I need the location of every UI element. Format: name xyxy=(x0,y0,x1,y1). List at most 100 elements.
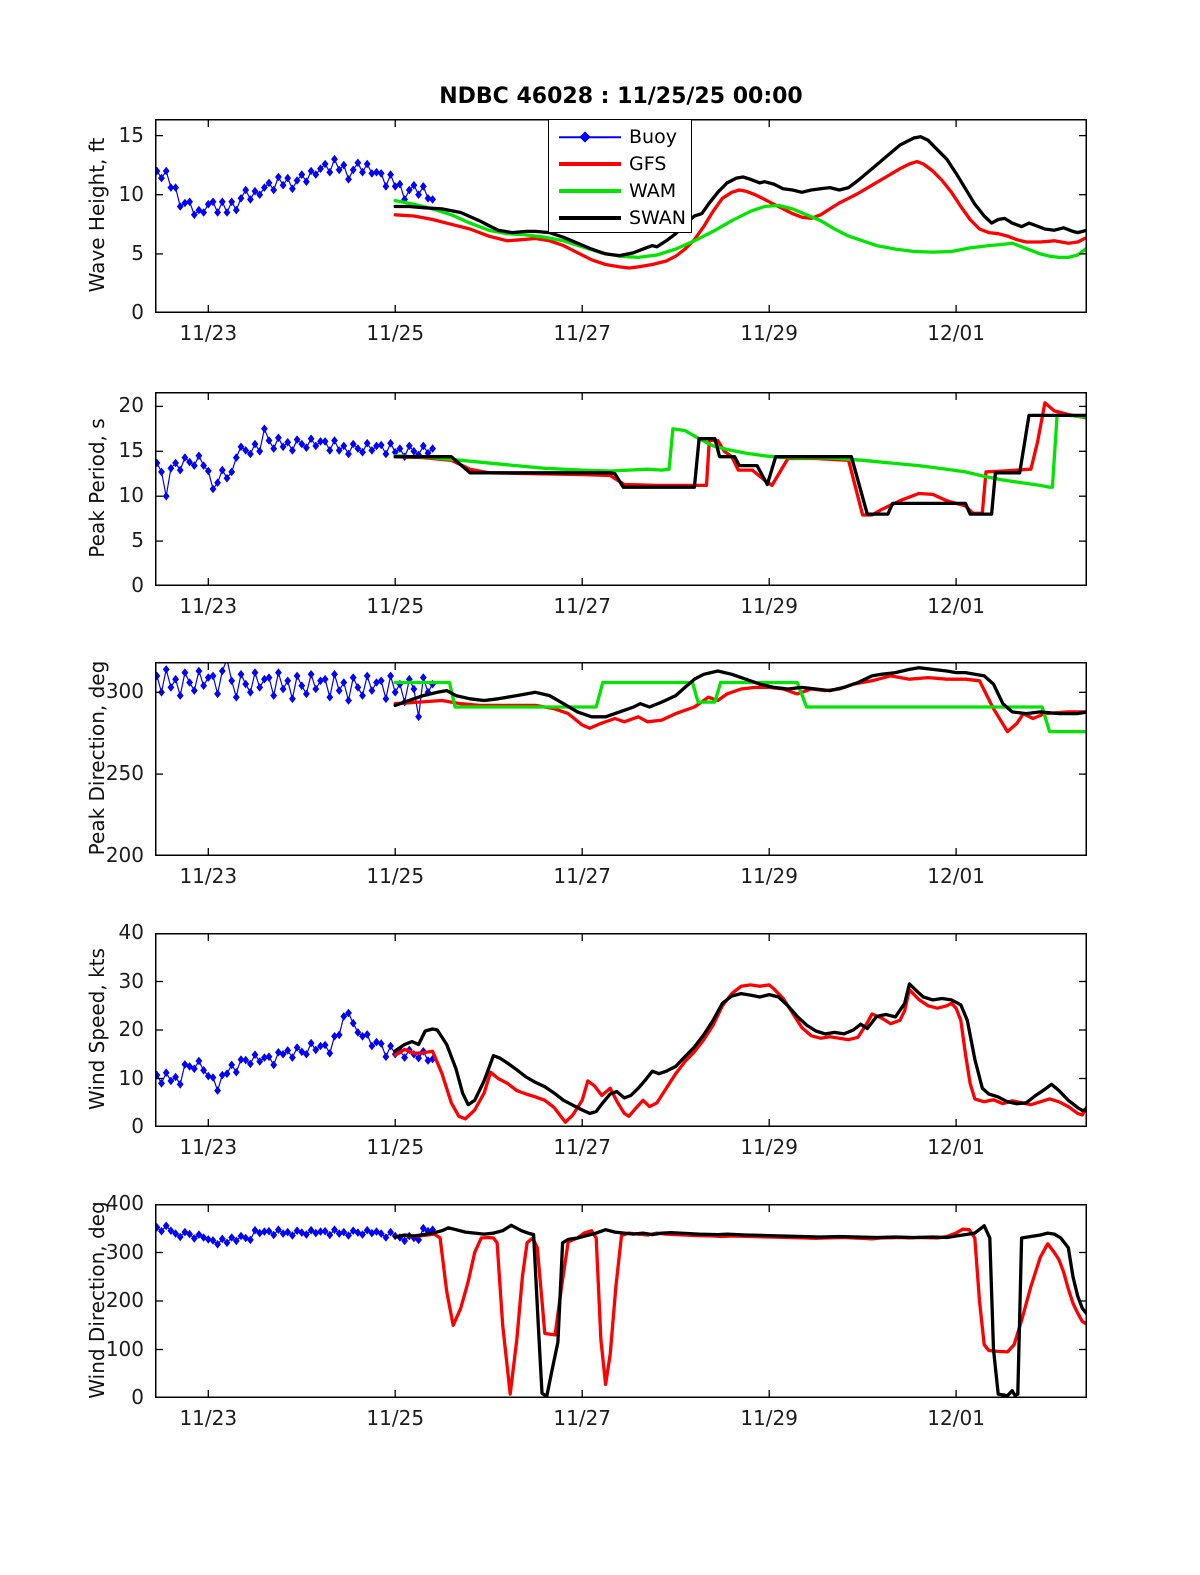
legend-item-swan: SWAN xyxy=(549,205,691,231)
x-tick-label: 11/23 xyxy=(179,1135,238,1159)
peak-period-chart xyxy=(155,392,1087,586)
series-line-swan xyxy=(393,413,1087,516)
y-tick-label: 0 xyxy=(131,1384,144,1409)
y-tick-label: 20 xyxy=(118,393,144,418)
series-line-buoy xyxy=(156,158,434,216)
y-tick-label: 300 xyxy=(105,679,144,704)
x-tick-label: 12/01 xyxy=(927,1135,985,1159)
peak-direction-chart xyxy=(155,662,1087,856)
y-tick-label: 10 xyxy=(118,1065,144,1090)
series-line-buoy xyxy=(156,428,434,497)
x-tick-label: 11/27 xyxy=(553,864,612,888)
y-tick-label: 300 xyxy=(105,1239,144,1264)
series-line-wam xyxy=(393,680,1087,734)
legend-label-gfs: GFS xyxy=(629,153,667,175)
x-tick-label: 11/29 xyxy=(740,321,798,345)
plot-area-wind-direction xyxy=(155,1204,1087,1398)
x-tick-label: 11/23 xyxy=(179,594,238,618)
wam-line-swatch xyxy=(559,189,621,193)
figure-title: NDBC 46028 : 11/25/25 00:00 xyxy=(439,84,803,109)
buoy-diamond-markers xyxy=(155,424,436,501)
legend-item-gfs: GFS xyxy=(549,151,691,177)
y-tick-label: 250 xyxy=(105,760,144,785)
x-tick-label: 12/01 xyxy=(927,321,985,345)
axis-box xyxy=(155,933,1087,1127)
buoy-diamond-markers xyxy=(155,1008,436,1095)
legend-item-wam: WAM xyxy=(549,178,691,204)
y-axis-label-peak-direction: Peak Direction, deg xyxy=(85,660,109,856)
x-tick-label: 11/29 xyxy=(740,594,798,618)
series-line-swan xyxy=(393,135,1087,258)
x-tick-label: 11/27 xyxy=(553,1135,612,1159)
x-tick-label: 11/25 xyxy=(366,1135,425,1159)
y-tick-label: 200 xyxy=(105,842,144,867)
x-tick-label: 11/25 xyxy=(366,594,425,618)
series-line-swan xyxy=(393,982,1087,1116)
x-tick-label: 11/27 xyxy=(553,321,612,345)
y-tick-label: 0 xyxy=(131,572,144,597)
y-tick-label: 30 xyxy=(118,968,144,993)
x-tick-label: 11/23 xyxy=(179,1406,238,1430)
y-tick-label: 0 xyxy=(131,1113,144,1138)
x-tick-label: 11/29 xyxy=(740,864,798,888)
buoy-diamond-markers xyxy=(155,154,436,220)
series-line-gfs xyxy=(393,1227,1087,1396)
y-tick-label: 100 xyxy=(105,1336,144,1361)
buoy-diamond-marker-icon xyxy=(579,131,591,143)
y-tick-label: 0 xyxy=(131,299,144,324)
x-tick-label: 12/01 xyxy=(927,1406,985,1430)
series-line-gfs xyxy=(393,983,1087,1124)
x-tick-label: 11/25 xyxy=(366,1406,425,1430)
axis-box xyxy=(155,662,1087,856)
series-line-buoy xyxy=(156,662,434,718)
gfs-line-swatch xyxy=(559,162,621,166)
y-tick-label: 10 xyxy=(118,181,144,206)
legend-label-swan: SWAN xyxy=(629,207,687,229)
series-line-wam xyxy=(393,198,1087,260)
y-axis-label-wave-height: Wave Height, ft xyxy=(85,137,109,293)
wind-direction-chart xyxy=(155,1204,1087,1398)
axis-box xyxy=(155,392,1087,586)
legend-item-buoy: Buoy xyxy=(549,124,691,150)
axis-box xyxy=(155,1204,1087,1398)
y-tick-label: 400 xyxy=(105,1190,144,1215)
legend-label-wam: WAM xyxy=(629,180,677,202)
plot-area-peak-direction xyxy=(155,662,1087,856)
y-tick-label: 15 xyxy=(118,438,144,463)
buoy-diamond-markers xyxy=(155,1221,436,1249)
y-axis-label-wind-speed: Wind Speed, kts xyxy=(85,948,109,1110)
series-line-swan xyxy=(393,666,1087,719)
series-line-gfs xyxy=(393,159,1087,270)
series-line-gfs xyxy=(393,674,1087,734)
y-tick-label: 15 xyxy=(118,122,144,147)
x-tick-label: 11/23 xyxy=(179,321,238,345)
x-tick-label: 11/29 xyxy=(740,1135,798,1159)
x-tick-label: 11/23 xyxy=(179,864,238,888)
buoy-diamond-markers xyxy=(155,662,436,722)
series-line-swan xyxy=(393,1223,1087,1398)
legend-label-buoy: Buoy xyxy=(629,126,677,148)
series-line-gfs xyxy=(393,401,1087,517)
x-tick-label: 11/27 xyxy=(553,1406,612,1430)
y-tick-label: 40 xyxy=(118,919,144,944)
y-axis-label-peak-period: Peak Period, s xyxy=(85,418,109,558)
y-axis-label-wind-direction: Wind Direction, deg xyxy=(85,1201,109,1399)
x-tick-label: 12/01 xyxy=(927,864,985,888)
series-line-wam xyxy=(393,413,1087,489)
x-tick-label: 11/25 xyxy=(366,321,425,345)
plot-area-peak-period xyxy=(155,392,1087,586)
x-tick-label: 11/29 xyxy=(740,1406,798,1430)
y-tick-label: 10 xyxy=(118,482,144,507)
y-tick-label: 20 xyxy=(118,1016,144,1041)
series-line-buoy xyxy=(156,1225,434,1245)
y-tick-label: 200 xyxy=(105,1287,144,1312)
plot-area-wind-speed xyxy=(155,933,1087,1127)
x-tick-label: 11/27 xyxy=(553,594,612,618)
legend: Buoy GFS WAM SWAN xyxy=(548,119,692,233)
